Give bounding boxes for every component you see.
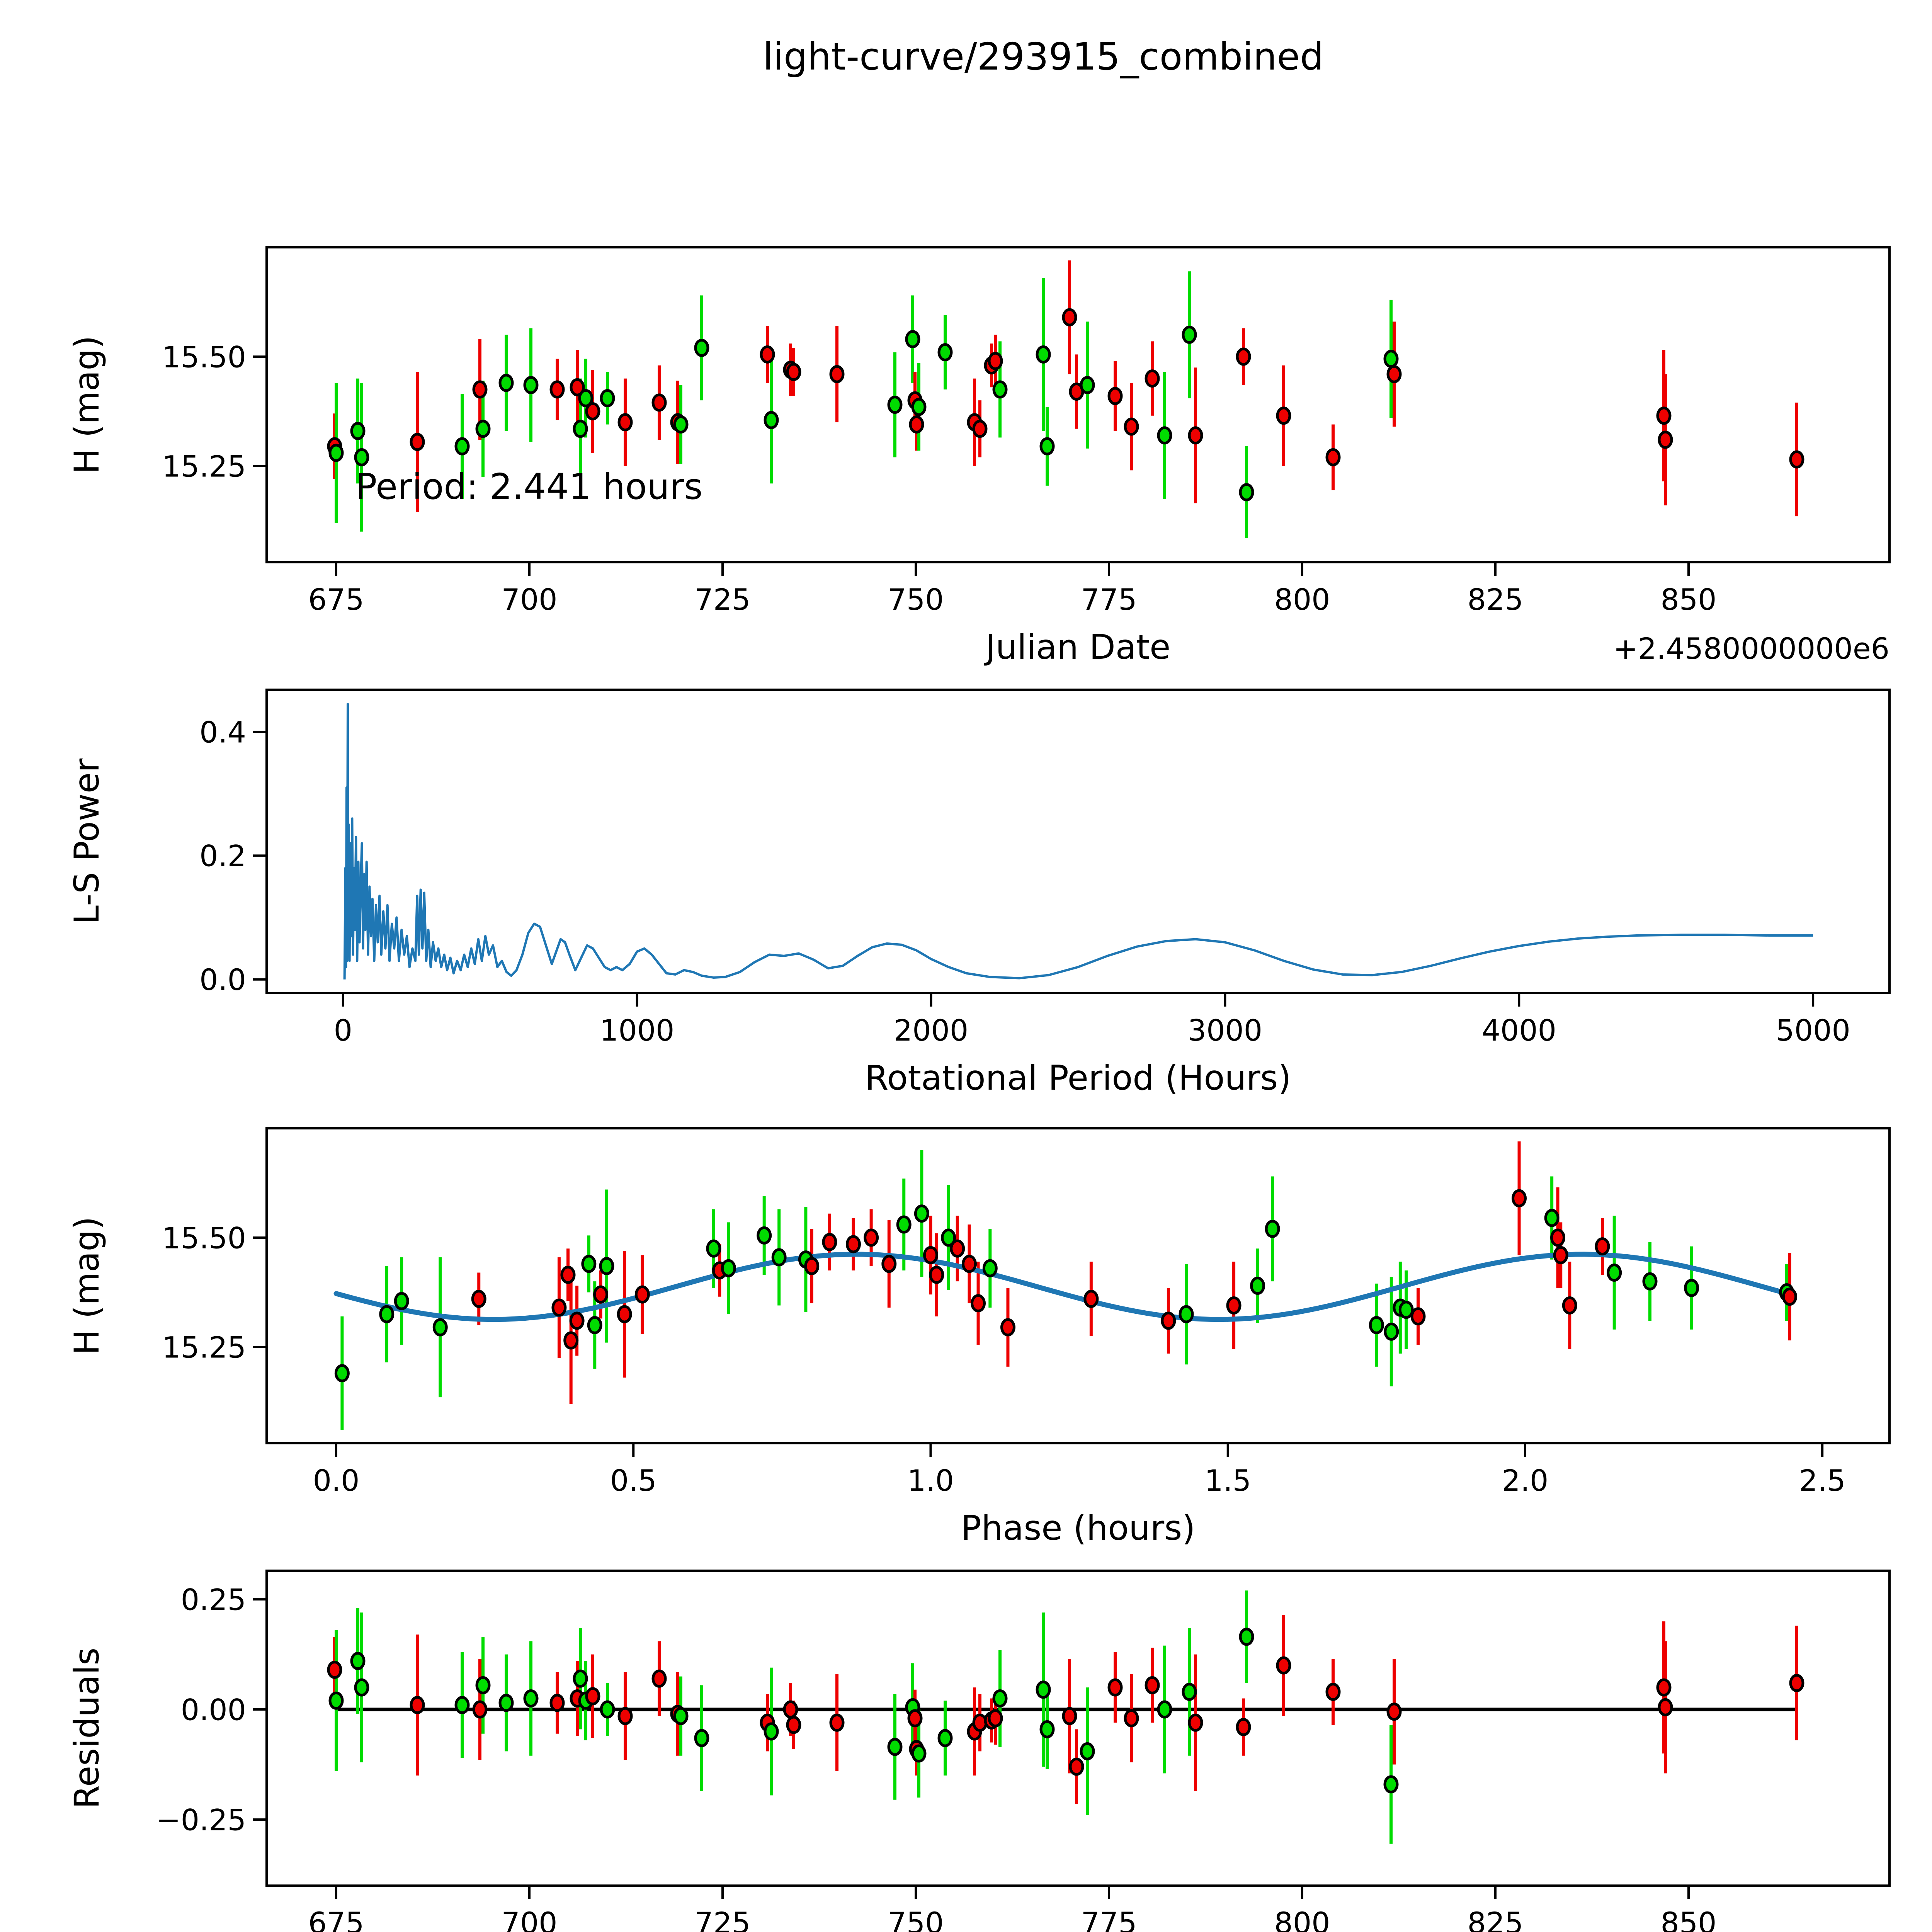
svg-text:15.25: 15.25 (162, 1330, 246, 1364)
svg-text:0.4: 0.4 (199, 715, 246, 749)
svg-text:750: 750 (888, 582, 944, 617)
svg-text:0.2: 0.2 (199, 839, 246, 873)
svg-text:H (mag): H (mag) (67, 335, 107, 474)
svg-text:Rotational Period (Hours): Rotational Period (Hours) (865, 1058, 1291, 1098)
svg-text:800: 800 (1274, 1906, 1330, 1932)
svg-text:5000: 5000 (1776, 1013, 1850, 1048)
svg-text:725: 725 (694, 1906, 750, 1932)
svg-text:0.5: 0.5 (610, 1463, 657, 1498)
svg-text:Residuals: Residuals (67, 1648, 107, 1809)
svg-text:1.5: 1.5 (1204, 1463, 1251, 1498)
svg-text:775: 775 (1081, 582, 1137, 617)
svg-text:1.0: 1.0 (907, 1463, 954, 1498)
svg-text:1000: 1000 (600, 1013, 674, 1048)
svg-text:L-S Power: L-S Power (67, 758, 107, 924)
svg-text:−0.25: −0.25 (156, 1803, 246, 1837)
figure-title: light-curve/293915_combined (763, 35, 1324, 78)
svg-text:675: 675 (308, 582, 364, 617)
svg-text:750: 750 (888, 1906, 944, 1932)
svg-text:2000: 2000 (894, 1013, 968, 1048)
svg-text:+2.4580000000e6: +2.4580000000e6 (1613, 631, 1889, 666)
svg-text:850: 850 (1660, 1906, 1716, 1932)
svg-text:675: 675 (308, 1906, 364, 1932)
svg-text:725: 725 (694, 582, 750, 617)
svg-text:3000: 3000 (1188, 1013, 1262, 1048)
svg-text:Period: 2.441 hours: Period: 2.441 hours (355, 466, 702, 507)
svg-text:H (mag): H (mag) (67, 1216, 107, 1355)
svg-text:825: 825 (1467, 582, 1523, 617)
svg-text:15.50: 15.50 (162, 340, 246, 374)
svg-text:2.5: 2.5 (1799, 1463, 1846, 1498)
svg-text:Phase (hours): Phase (hours) (961, 1508, 1196, 1548)
svg-text:15.50: 15.50 (162, 1221, 246, 1255)
svg-text:700: 700 (501, 582, 557, 617)
svg-text:15.25: 15.25 (162, 449, 246, 483)
svg-text:825: 825 (1467, 1906, 1523, 1932)
svg-text:775: 775 (1081, 1906, 1137, 1932)
svg-text:700: 700 (501, 1906, 557, 1932)
svg-text:0.0: 0.0 (199, 963, 246, 997)
svg-text:2.0: 2.0 (1502, 1463, 1548, 1498)
svg-text:0: 0 (334, 1013, 352, 1048)
svg-text:0.25: 0.25 (181, 1582, 246, 1617)
svg-text:800: 800 (1274, 582, 1330, 617)
svg-text:850: 850 (1660, 582, 1716, 617)
svg-text:0.00: 0.00 (181, 1692, 246, 1727)
svg-text:0.0: 0.0 (313, 1463, 360, 1498)
svg-text:4000: 4000 (1482, 1013, 1556, 1048)
svg-text:Julian Date: Julian Date (984, 627, 1171, 667)
